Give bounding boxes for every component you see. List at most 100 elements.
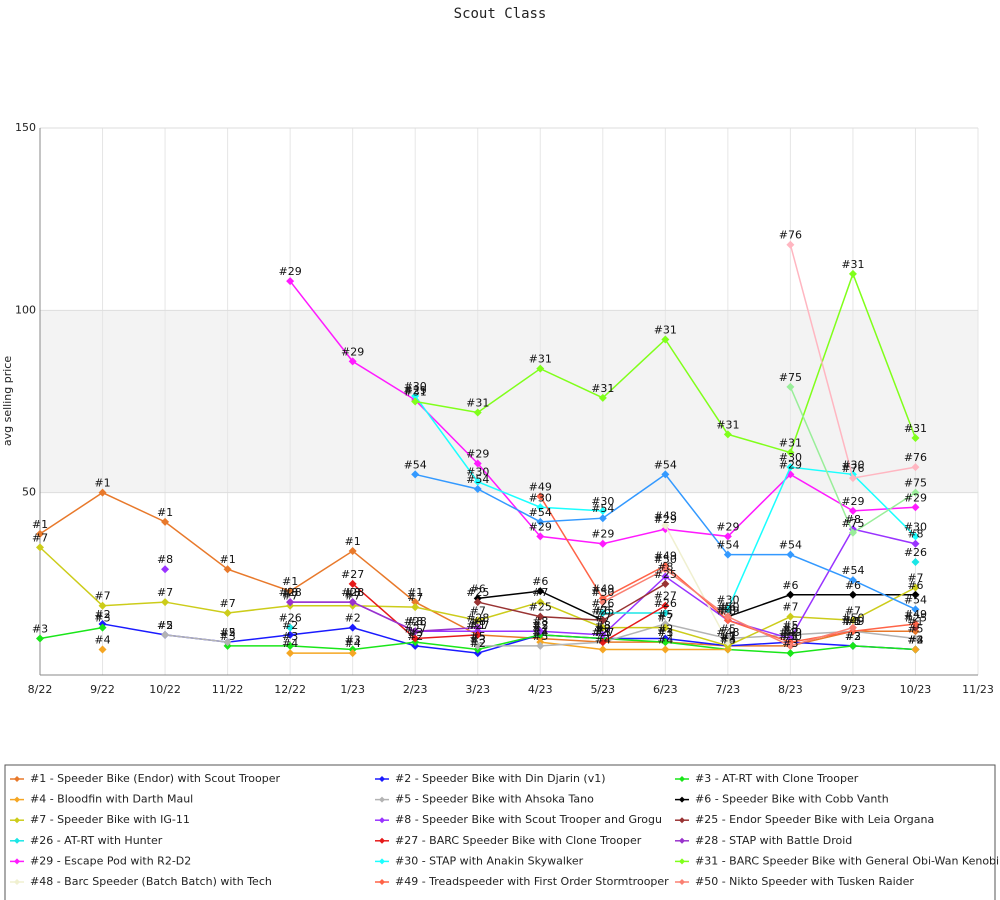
data-label: #48 bbox=[716, 626, 739, 639]
data-point bbox=[661, 623, 670, 632]
x-tick-label: 5/23 bbox=[590, 683, 615, 696]
x-tick-label: 10/23 bbox=[900, 683, 932, 696]
data-point bbox=[473, 623, 482, 632]
data-label: #31 bbox=[404, 386, 427, 399]
y-tick-label: 150 bbox=[15, 121, 36, 134]
data-label: #8 bbox=[907, 528, 923, 541]
data-point bbox=[598, 514, 607, 523]
y-axis-label: avg selling price bbox=[1, 356, 14, 446]
data-point bbox=[473, 616, 482, 625]
data-label: #4 bbox=[282, 637, 298, 650]
data-label: #7 bbox=[782, 601, 798, 614]
data-label: #31 bbox=[841, 258, 864, 271]
y-tick-label: 100 bbox=[15, 303, 36, 316]
data-point bbox=[36, 543, 44, 552]
data-label: #4 bbox=[907, 633, 923, 646]
data-label: #3 bbox=[282, 630, 298, 643]
data-label: #7 bbox=[907, 571, 923, 584]
data-label: #5 bbox=[470, 630, 486, 643]
data-label: #28 bbox=[466, 612, 489, 625]
data-point bbox=[848, 641, 857, 650]
data-point bbox=[286, 641, 295, 650]
data-label: #7 bbox=[157, 586, 173, 599]
data-label: #7 bbox=[845, 604, 861, 617]
data-point bbox=[661, 470, 670, 479]
data-point bbox=[598, 616, 607, 625]
data-label: #3 bbox=[345, 633, 361, 646]
data-label: #25 bbox=[529, 601, 552, 614]
data-label: #2 bbox=[907, 633, 923, 646]
data-label: #1 bbox=[845, 615, 861, 628]
legend-label: #1 - Speeder Bike (Endor) with Scout Tro… bbox=[30, 772, 280, 785]
data-label: #28 bbox=[279, 586, 302, 599]
data-label: #5 bbox=[157, 619, 173, 632]
data-label: #2 bbox=[219, 626, 235, 639]
data-point bbox=[723, 430, 732, 439]
data-label: #49 bbox=[591, 582, 614, 595]
legend-swatch bbox=[379, 879, 385, 885]
data-point bbox=[661, 645, 670, 654]
data-point bbox=[536, 532, 545, 541]
data-label: #2 bbox=[782, 626, 798, 639]
data-label: #8 bbox=[657, 561, 673, 574]
data-label: #31 bbox=[654, 324, 677, 337]
legend-label: #31 - BARC Speeder Bike with General Obi… bbox=[695, 854, 999, 867]
data-label: #6 bbox=[532, 575, 548, 588]
data-label: #31 bbox=[591, 382, 614, 395]
data-label: #2 bbox=[845, 630, 861, 643]
data-point bbox=[786, 641, 795, 650]
data-label: #3 bbox=[94, 612, 110, 625]
legend-label: #49 - Treadspeeder with First Order Stor… bbox=[395, 875, 669, 888]
data-label: #5 bbox=[532, 630, 548, 643]
series-line bbox=[290, 601, 478, 632]
data-label: #1 bbox=[720, 630, 736, 643]
data-label: #5 bbox=[720, 623, 736, 636]
x-tick-label: 6/23 bbox=[653, 683, 678, 696]
data-label: #8 bbox=[782, 623, 798, 636]
data-label: #3 bbox=[32, 623, 48, 636]
data-point bbox=[661, 638, 670, 647]
data-label: #49 bbox=[779, 626, 802, 639]
data-label: #31 bbox=[779, 437, 802, 450]
data-point bbox=[723, 612, 732, 621]
data-label: #4 bbox=[532, 626, 548, 639]
data-point bbox=[411, 392, 420, 401]
data-label: #3 bbox=[407, 626, 423, 639]
x-tick-label: 7/23 bbox=[716, 683, 741, 696]
data-label: #27 bbox=[341, 568, 364, 581]
x-tick-label: 9/23 bbox=[841, 683, 866, 696]
data-label: #1 bbox=[94, 477, 110, 490]
data-label: #75 bbox=[779, 371, 802, 384]
data-label: #29 bbox=[841, 495, 864, 508]
legend-label: #28 - STAP with Battle Droid bbox=[695, 834, 852, 847]
data-label: #2 bbox=[532, 619, 548, 632]
data-label: #30 bbox=[466, 466, 489, 479]
data-label: #5 bbox=[845, 615, 861, 628]
data-label: #5 bbox=[657, 608, 673, 621]
data-point bbox=[411, 603, 420, 612]
data-point bbox=[661, 335, 670, 344]
data-label: #48 bbox=[654, 509, 677, 522]
data-label: #5 bbox=[219, 626, 235, 639]
data-label: #26 bbox=[654, 597, 677, 610]
data-label: #1 bbox=[595, 626, 611, 639]
series-line bbox=[414, 395, 916, 610]
data-label: #6 bbox=[470, 582, 486, 595]
data-point bbox=[473, 477, 482, 486]
chart-title: Scout Class bbox=[454, 6, 547, 22]
data-label: #8 bbox=[470, 615, 486, 628]
data-point bbox=[786, 463, 795, 472]
data-point bbox=[911, 539, 920, 548]
data-label: #4 bbox=[595, 633, 611, 646]
data-point bbox=[536, 587, 545, 596]
legend-swatch bbox=[379, 837, 385, 844]
legend-label: #5 - Speeder Bike with Ahsoka Tano bbox=[395, 793, 594, 806]
data-label: #3 bbox=[532, 619, 548, 632]
data-label: #2 bbox=[657, 623, 673, 636]
data-label: #31 bbox=[466, 396, 489, 409]
data-label: #26 bbox=[591, 597, 614, 610]
data-label: #54 bbox=[904, 593, 927, 606]
series-line bbox=[664, 525, 729, 643]
data-label: #30 bbox=[591, 495, 614, 508]
data-point bbox=[286, 277, 295, 286]
